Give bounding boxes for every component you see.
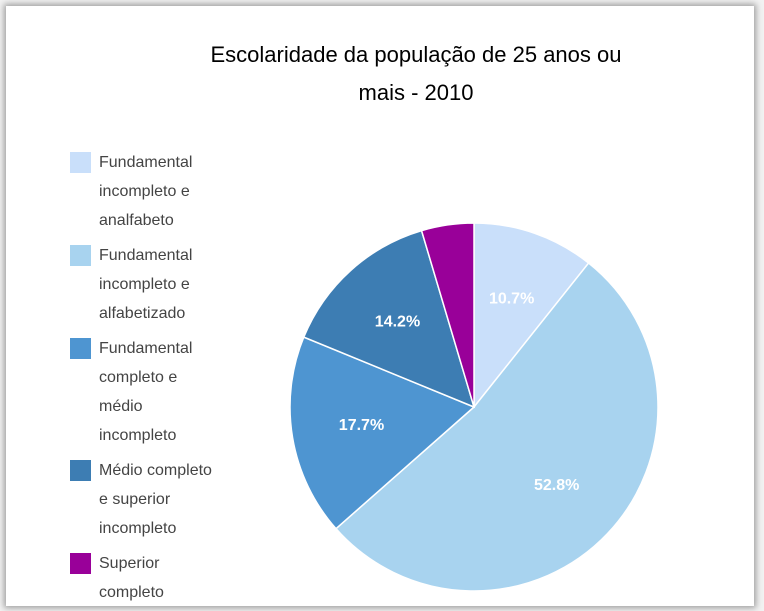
legend-item: Superior completo: [70, 549, 219, 606]
chart-title: Escolaridade da população de 25 anos ou …: [210, 42, 622, 105]
slice-label: 10.7%: [489, 291, 534, 308]
legend-label: Fundamental completo e médio incompleto: [99, 340, 193, 444]
slice-label: 52.8%: [534, 477, 579, 494]
slice-label: 14.2%: [375, 314, 420, 331]
chart: Escolaridade da população de 25 anos ou …: [6, 6, 754, 606]
slice-label: 17.7%: [339, 417, 384, 434]
pie-slice: [302, 229, 476, 409]
pie-area: 10.7% 52.8% 17.7% 14.2%: [289, 222, 659, 592]
legend-item: Fundamental incompleto e analfabeto: [70, 148, 219, 235]
pie-slice: [289, 336, 476, 530]
legend-item: Médio completo e superior incompleto: [70, 456, 219, 543]
pie-slice: [334, 261, 659, 592]
legend-swatch: [70, 338, 91, 359]
legend-swatch: [70, 460, 91, 481]
legend-swatch: [70, 245, 91, 266]
legend-swatch: [70, 553, 91, 574]
legend-item: Fundamental incompleto e alfabetizado: [70, 241, 219, 328]
legend-label: Médio completo e superior incompleto: [99, 462, 212, 537]
legend-item: Fundamental completo e médio incompleto: [70, 334, 219, 450]
legend: Fundamental incompleto e analfabeto Funda…: [70, 148, 219, 606]
pie-slice: [473, 222, 590, 410]
legend-label: Fundamental incompleto e analfabeto: [99, 154, 193, 229]
pie-slice: [420, 222, 475, 408]
legend-swatch: [70, 152, 91, 173]
legend-label: Fundamental incompleto e alfabetizado: [99, 247, 193, 322]
legend-label: Superior completo: [99, 555, 164, 601]
